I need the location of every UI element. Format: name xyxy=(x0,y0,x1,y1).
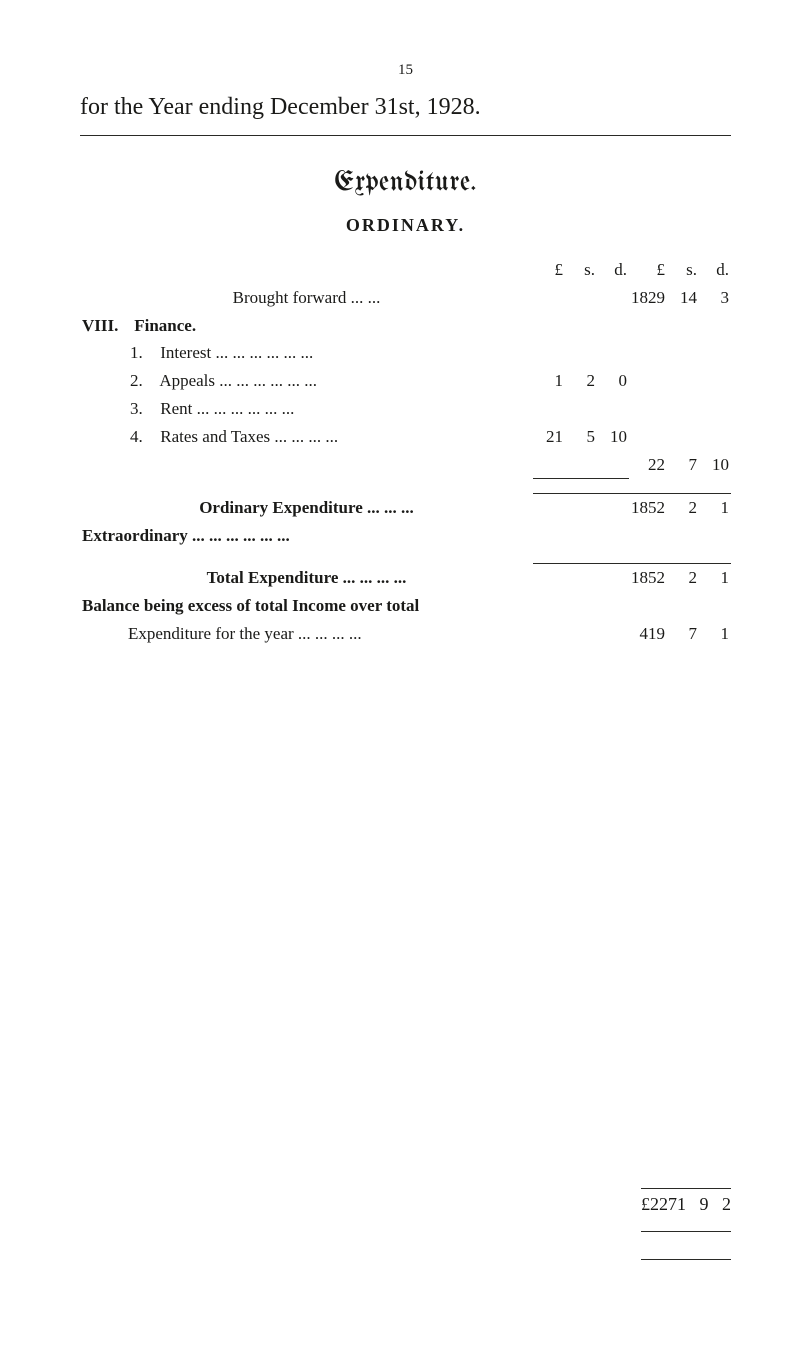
item-number: 3. xyxy=(130,397,156,421)
brought-forward-label: Brought forward ... ... xyxy=(80,284,533,312)
grand-total: £2271 9 2 xyxy=(80,1188,731,1268)
item-L: 1 xyxy=(533,367,565,395)
grand-total-d: 2 xyxy=(722,1194,731,1214)
hdr-left-d: d. xyxy=(597,256,629,284)
total-expenditure-label: Total Expenditure ... ... ... ... xyxy=(80,564,533,592)
item-d: 10 xyxy=(597,423,629,451)
item-row: 2. Appeals ... ... ... ... ... ... 1 2 0 xyxy=(80,367,731,395)
item-number: 1. xyxy=(130,341,156,365)
item-number: 2. xyxy=(130,369,156,393)
title-rule xyxy=(80,135,731,136)
item-d: 0 xyxy=(597,367,629,395)
hdr-right-d: d. xyxy=(699,256,731,284)
ordinary-expenditure-row: Ordinary Expenditure ... ... ... 1852 2 … xyxy=(80,493,731,521)
extraordinary-row: Extraordinary ... ... ... ... ... ... xyxy=(80,522,731,550)
hdr-right-L: £ xyxy=(629,256,667,284)
item-number: 4. xyxy=(130,425,156,449)
hdr-right-s: s. xyxy=(667,256,699,284)
grand-total-L: £2271 xyxy=(641,1194,686,1214)
balance-s: 7 xyxy=(667,620,699,648)
item-s: 5 xyxy=(565,423,597,451)
finance-subtotal-row: 22 7 10 xyxy=(80,451,731,479)
expenditure-heading: Expenditure. xyxy=(80,164,731,203)
grand-total-s: 9 xyxy=(700,1194,709,1214)
item-row: 1. Interest ... ... ... ... ... ... xyxy=(80,339,731,367)
item-row: 3. Rent ... ... ... ... ... ... xyxy=(80,395,731,423)
ordinary-expenditure-s: 2 xyxy=(667,493,699,521)
balance-label-1: Balance being excess of total Income ove… xyxy=(82,596,419,615)
section-title: Finance. xyxy=(134,316,196,335)
finance-subtotal-L: 22 xyxy=(629,451,667,479)
finance-subtotal-d: 10 xyxy=(699,451,731,479)
hdr-left-L: £ xyxy=(533,256,565,284)
item-label: Rent ... ... ... ... ... ... xyxy=(160,399,294,418)
total-expenditure-s: 2 xyxy=(667,564,699,592)
total-expenditure-d: 1 xyxy=(699,564,731,592)
balance-L: 419 xyxy=(629,620,667,648)
page-number: 15 xyxy=(80,60,731,81)
section-number: VIII. xyxy=(82,314,130,338)
total-expenditure-row: Total Expenditure ... ... ... ... 1852 2… xyxy=(80,564,731,592)
brought-forward-d: 3 xyxy=(699,284,731,312)
balance-label-2: Expenditure for the year ... ... ... ... xyxy=(80,620,533,648)
ordinary-expenditure-label: Ordinary Expenditure ... ... ... xyxy=(80,493,533,521)
balance-row-1: Balance being excess of total Income ove… xyxy=(80,592,731,620)
ordinary-expenditure-d: 1 xyxy=(699,493,731,521)
item-L: 21 xyxy=(533,423,565,451)
money-header-row: £ s. d. £ s. d. xyxy=(80,256,731,284)
page-title: for the Year ending December 31st, 1928. xyxy=(80,91,731,125)
item-s: 2 xyxy=(565,367,597,395)
section-row: VIII. Finance. xyxy=(80,312,731,340)
brought-forward-L: 1829 xyxy=(629,284,667,312)
ordinary-heading: ORDINARY. xyxy=(80,213,731,238)
item-row: 4. Rates and Taxes ... ... ... ... 21 5 … xyxy=(80,423,731,451)
item-label: Appeals ... ... ... ... ... ... xyxy=(159,371,317,390)
accounts-table: £ s. d. £ s. d. Brought forward ... ... … xyxy=(80,256,731,648)
total-expenditure-L: 1852 xyxy=(629,564,667,592)
item-label: Rates and Taxes ... ... ... ... xyxy=(160,427,338,446)
extraordinary-label: Extraordinary ... ... ... ... ... ... xyxy=(80,522,533,550)
item-label: Interest ... ... ... ... ... ... xyxy=(160,343,313,362)
finance-subtotal-s: 7 xyxy=(667,451,699,479)
brought-forward-s: 14 xyxy=(667,284,699,312)
hdr-left-s: s. xyxy=(565,256,597,284)
ordinary-expenditure-L: 1852 xyxy=(629,493,667,521)
brought-forward-row: Brought forward ... ... 1829 14 3 xyxy=(80,284,731,312)
balance-d: 1 xyxy=(699,620,731,648)
balance-row-2: Expenditure for the year ... ... ... ...… xyxy=(80,620,731,648)
